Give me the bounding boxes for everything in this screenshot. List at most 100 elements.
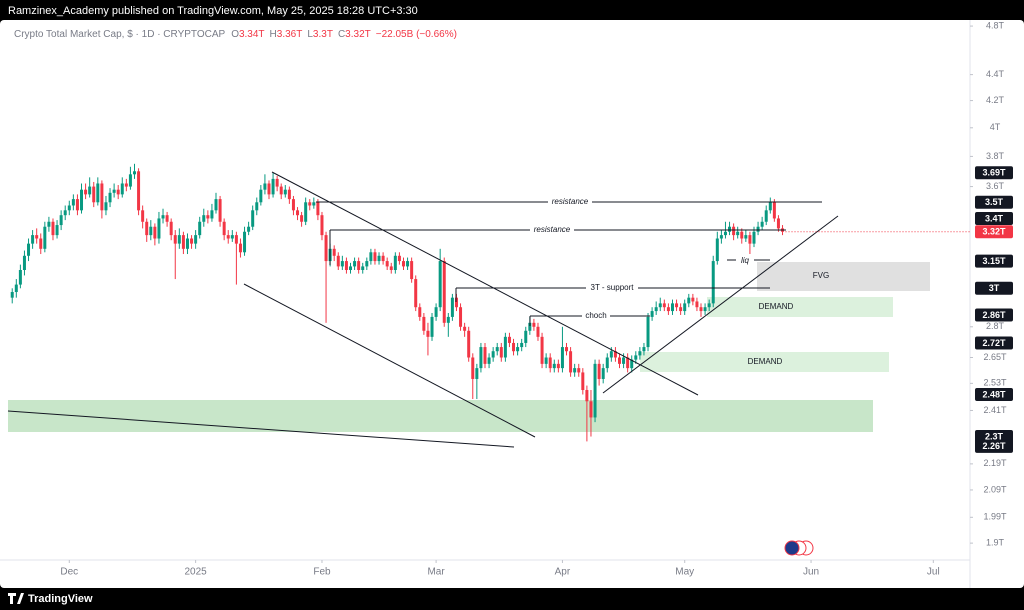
- candle-body: [601, 368, 605, 379]
- ohlc-key: H: [270, 29, 277, 40]
- candle-body: [190, 238, 194, 244]
- brand-logo: [8, 593, 24, 604]
- candle-body: [776, 218, 780, 229]
- price-label-box: [975, 387, 1013, 401]
- candle-body: [764, 210, 768, 222]
- candle-body: [104, 202, 108, 211]
- x-tick-label: Mar: [427, 567, 445, 578]
- ohlc-value: 3.32T: [345, 29, 371, 40]
- candle-body: [512, 342, 516, 352]
- annotation: FVG: [813, 271, 829, 280]
- candle-body: [670, 303, 674, 312]
- candle-body: [177, 235, 181, 244]
- candle-body: [275, 178, 279, 187]
- candle-body: [198, 221, 202, 236]
- candle-body: [247, 226, 251, 232]
- price-label-box: [975, 439, 1013, 453]
- x-tick-label: Jul: [927, 567, 940, 578]
- change: −22.05B (−0.66%): [376, 29, 457, 40]
- candle-body: [137, 171, 141, 211]
- ohlc-value: 3.34T: [239, 29, 265, 40]
- candle-body: [161, 215, 165, 219]
- candle-body: [410, 261, 414, 280]
- annotation: resistance: [552, 197, 589, 206]
- candle-body: [442, 261, 446, 323]
- candle-body: [467, 330, 471, 358]
- y-tick-label: 2.53T: [983, 378, 1007, 388]
- annotation: 3T - support: [591, 283, 635, 292]
- candle-body: [181, 235, 185, 249]
- candle-body: [344, 261, 348, 271]
- candle-body: [507, 336, 511, 343]
- candle-body: [324, 235, 328, 262]
- ohlc-value: 3.3T: [313, 29, 333, 40]
- candle-body: [430, 316, 434, 337]
- candle-body: [675, 303, 679, 308]
- candle-body: [736, 231, 740, 236]
- candle-body: [206, 215, 210, 219]
- candle-body: [719, 235, 723, 239]
- x-tick-label: Feb: [313, 567, 331, 578]
- candle-body: [414, 279, 418, 308]
- candle-body: [108, 192, 112, 203]
- axes: 4.8T 4.4T 4.2T 4T 3.8T 3.6T 2.8T 2.65T 2.53T 2.41…: [60, 20, 1013, 578]
- candle-body: [361, 266, 365, 271]
- candle-body: [39, 238, 43, 249]
- candle-body: [353, 261, 357, 267]
- candle-body: [544, 357, 548, 364]
- y-tick-label: 1.99T: [983, 512, 1007, 522]
- candle-body: [487, 357, 491, 364]
- candle-body: [349, 266, 353, 271]
- candle-body: [556, 363, 560, 369]
- candle-body: [22, 255, 26, 271]
- candle-body: [10, 292, 14, 298]
- candle-body: [377, 255, 381, 262]
- candle-body: [251, 210, 255, 227]
- candle-body: [597, 363, 601, 379]
- candle-body: [617, 357, 621, 364]
- candle-body: [218, 199, 222, 222]
- candle-body: [401, 261, 405, 267]
- candle-body: [132, 171, 136, 175]
- zones: [8, 262, 930, 432]
- y-tick-label: 2.65T: [983, 352, 1007, 362]
- candle-body: [683, 303, 687, 312]
- candle-body: [626, 357, 630, 369]
- candle-body: [47, 221, 51, 227]
- candle-body: [67, 205, 71, 211]
- candle-body: [666, 307, 670, 312]
- candle-body: [116, 189, 120, 195]
- candle-body: [51, 221, 55, 236]
- candle-body: [304, 202, 308, 222]
- candle-body: [707, 303, 711, 308]
- candle-body: [80, 189, 84, 211]
- candle-body: [369, 252, 373, 262]
- candle-body: [173, 235, 177, 244]
- label-bg: [530, 224, 574, 236]
- candle-body: [459, 307, 463, 327]
- candle-body: [715, 238, 719, 262]
- candle-body: [267, 183, 271, 195]
- candle-body: [59, 215, 63, 226]
- candle-body: [503, 336, 507, 358]
- x-tick-label: Apr: [555, 567, 571, 578]
- candle-body: [194, 235, 198, 244]
- candle-body: [238, 243, 242, 253]
- y-tick-label: 4.4T: [986, 69, 1005, 79]
- candle-body: [308, 202, 312, 206]
- candle-body: [43, 226, 47, 249]
- candle-body: [145, 221, 149, 236]
- candle-body: [157, 218, 161, 239]
- candle-body: [593, 363, 597, 418]
- candle-body: [646, 316, 650, 348]
- price-label: 2.86T: [982, 310, 1006, 320]
- candle-body: [483, 347, 487, 364]
- candle-body: [71, 199, 75, 206]
- annotation: resistance: [534, 225, 571, 234]
- candle-body: [214, 199, 218, 211]
- candle-body: [263, 183, 267, 190]
- ohlc-value: 3.36T: [277, 29, 303, 40]
- candle-body: [149, 226, 153, 236]
- candle-body: [316, 202, 320, 216]
